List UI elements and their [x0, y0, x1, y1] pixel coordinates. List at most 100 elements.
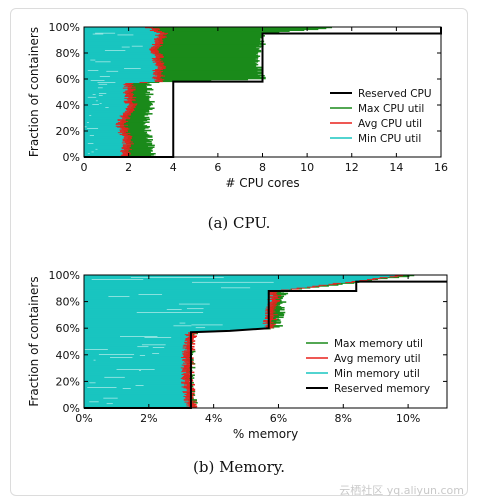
min-util-bar	[84, 345, 191, 348]
min-util-bar	[84, 286, 312, 288]
avg-util-bar	[119, 128, 128, 131]
min-util-bar	[84, 68, 160, 71]
max-util-bar	[126, 139, 154, 141]
min-util-bar	[84, 72, 158, 74]
max-util-bar	[269, 307, 283, 310]
avg-util-bar	[181, 373, 190, 376]
avg-util-bar	[183, 395, 192, 397]
y-tick-label: 40%	[56, 349, 80, 362]
plot-area	[84, 27, 333, 157]
y-tick-label: 60%	[56, 322, 80, 335]
max-util-bar	[124, 124, 144, 126]
avg-util-bar	[184, 333, 193, 336]
min-util-bar	[84, 341, 189, 343]
avg-util-bar	[123, 100, 132, 102]
min-util-bar	[84, 340, 192, 342]
x-axis-label: # CPU cores	[225, 176, 299, 190]
max-util-bar	[383, 276, 400, 279]
avg-util-bar	[125, 89, 134, 92]
avg-util-bar	[181, 376, 191, 378]
min-util-bar	[84, 138, 127, 140]
max-util-bar	[267, 319, 281, 321]
y-tick-label: 0%	[63, 402, 80, 415]
min-util-bar	[84, 74, 162, 77]
max-util-bar	[164, 32, 268, 34]
max-util-bar	[128, 135, 153, 137]
avg-util-bar	[306, 286, 316, 288]
avg-util-bar	[149, 48, 158, 51]
min-util-bar	[84, 142, 130, 145]
avg-util-bar	[181, 350, 191, 353]
avg-util-bar	[263, 319, 272, 321]
avg-util-bar	[182, 345, 191, 347]
avg-util-bar	[122, 112, 131, 114]
max-util-bar	[161, 74, 265, 77]
avg-util-bar	[150, 47, 159, 49]
min-util-bar	[84, 336, 192, 338]
min-util-bar	[84, 141, 126, 144]
max-util-bar	[266, 322, 281, 324]
max-util-bar	[125, 153, 154, 156]
min-util-bar	[84, 115, 125, 118]
min-util-bar	[84, 54, 159, 57]
avg-util-bar	[125, 82, 134, 84]
min-util-bar	[84, 313, 274, 316]
avg-util-bar	[117, 121, 126, 123]
min-util-bar	[84, 130, 124, 133]
avg-util-bar	[124, 94, 133, 97]
avg-util-bar	[153, 58, 162, 60]
min-util-bar	[84, 150, 125, 152]
avg-util-bar	[184, 349, 193, 352]
y-tick-label: 60%	[56, 73, 80, 86]
min-util-bar	[84, 326, 271, 328]
avg-util-bar	[185, 347, 194, 350]
min-util-bar	[84, 76, 156, 79]
max-util-bar	[269, 309, 280, 312]
avg-util-bar	[180, 377, 189, 379]
avg-util-bar	[119, 124, 129, 126]
avg-util-bar	[182, 375, 192, 377]
x-axis-label: % memory	[233, 427, 298, 441]
avg-util-bar	[127, 106, 136, 109]
min-util-bar	[84, 354, 188, 357]
legend-label: Avg CPU util	[358, 118, 422, 130]
max-util-bar	[131, 105, 150, 108]
max-util-bar	[126, 144, 155, 147]
min-util-bar	[84, 88, 132, 91]
min-util-bar	[84, 31, 161, 33]
avg-util-bar	[182, 390, 191, 393]
min-util-bar	[84, 33, 163, 35]
min-util-bar	[84, 84, 130, 86]
min-util-bar	[84, 152, 127, 154]
max-util-bar	[126, 116, 150, 119]
min-util-bar	[84, 129, 124, 132]
max-util-bar	[131, 88, 154, 91]
avg-util-bar	[188, 332, 197, 335]
min-util-bar	[84, 280, 356, 282]
min-util-bar	[84, 67, 162, 70]
max-util-bar	[158, 63, 259, 66]
avg-util-bar	[127, 87, 136, 90]
min-util-bar	[84, 312, 270, 315]
avg-util-bar	[121, 127, 130, 130]
min-util-bar	[84, 61, 157, 63]
max-util-bar	[121, 119, 148, 122]
avg-util-bar	[122, 143, 132, 146]
avg-util-bar	[267, 310, 276, 313]
max-util-bar	[159, 39, 261, 42]
avg-util-bar	[122, 91, 131, 94]
min-util-bar	[84, 328, 241, 331]
min-util-bar	[84, 27, 150, 29]
axes-frame	[83, 274, 448, 409]
avg-util-bar	[117, 119, 126, 122]
avg-util-bar	[117, 118, 126, 121]
avg-util-bar	[156, 78, 165, 81]
max-util-bar	[126, 113, 149, 116]
avg-util-bar	[117, 131, 126, 134]
avg-util-bar	[152, 61, 161, 63]
min-util-bar	[84, 134, 127, 136]
avg-util-bar	[269, 304, 278, 306]
max-util-bar	[130, 108, 153, 110]
min-util-bar	[84, 402, 192, 404]
cpu-chart-svg: 0 2 4 6 8 10 12 14 16 0% 20% 40% 60% 80% 100% # CPU cor…	[27, 21, 448, 190]
